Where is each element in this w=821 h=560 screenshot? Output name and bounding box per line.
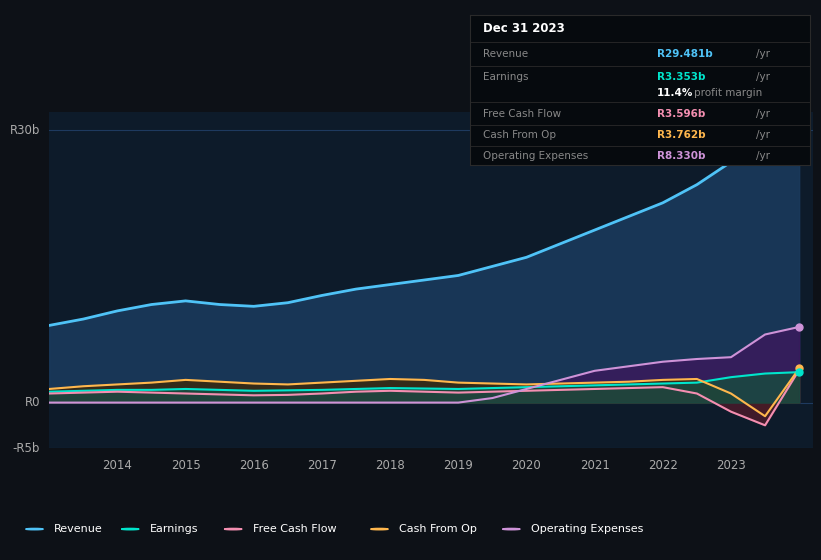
Text: Free Cash Flow: Free Cash Flow [253,524,337,534]
Text: 2014: 2014 [103,459,132,473]
Circle shape [502,529,521,530]
Text: 2018: 2018 [375,459,405,473]
Text: /yr: /yr [756,130,770,140]
Text: /yr: /yr [756,151,770,161]
Text: R29.481b: R29.481b [657,49,713,59]
Text: /yr: /yr [756,72,770,82]
Text: R3.596b: R3.596b [657,109,705,119]
Text: Operating Expenses: Operating Expenses [484,151,589,161]
Text: R0: R0 [25,396,40,409]
Text: R3.762b: R3.762b [657,130,705,140]
Circle shape [370,529,388,530]
Circle shape [25,529,44,530]
Text: 2022: 2022 [648,459,678,473]
Text: 2016: 2016 [239,459,268,473]
Text: Operating Expenses: Operating Expenses [531,524,644,534]
Text: Revenue: Revenue [54,524,103,534]
Text: Cash From Op: Cash From Op [484,130,557,140]
Text: Earnings: Earnings [484,72,529,82]
Text: 2021: 2021 [580,459,609,473]
Text: Revenue: Revenue [484,49,529,59]
Text: Dec 31 2023: Dec 31 2023 [484,22,565,35]
Text: R8.330b: R8.330b [657,151,705,161]
Text: /yr: /yr [756,109,770,119]
Circle shape [224,529,242,530]
Text: 2019: 2019 [443,459,473,473]
Text: R30b: R30b [10,124,40,137]
Text: 2017: 2017 [307,459,337,473]
Text: -R5b: -R5b [12,441,40,455]
Text: profit margin: profit margin [695,88,763,98]
Text: 2020: 2020 [511,459,541,473]
Text: 2023: 2023 [716,459,745,473]
Circle shape [122,529,139,530]
Text: R3.353b: R3.353b [657,72,705,82]
Text: Earnings: Earnings [150,524,199,534]
Text: Cash From Op: Cash From Op [399,524,477,534]
Text: Free Cash Flow: Free Cash Flow [484,109,562,119]
Text: /yr: /yr [756,49,770,59]
Text: 11.4%: 11.4% [657,88,694,98]
Text: 2015: 2015 [171,459,200,473]
